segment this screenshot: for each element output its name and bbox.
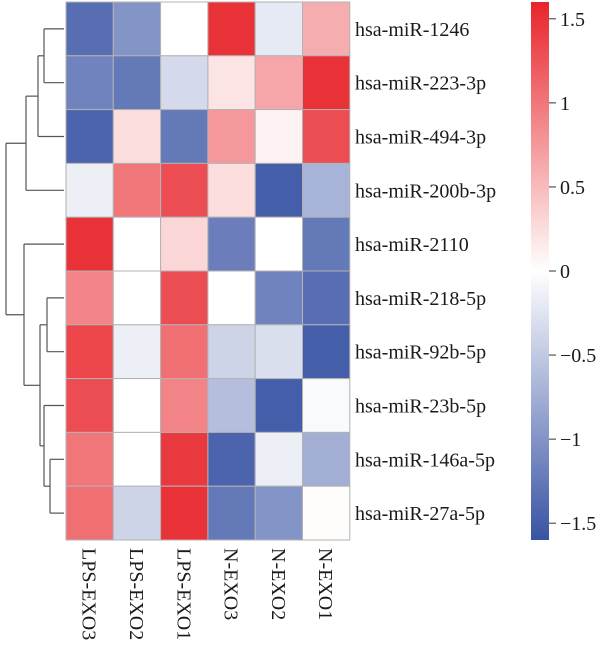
column-label: N-EXO1 <box>314 548 336 620</box>
row-label: hsa-miR-92b-5p <box>355 342 486 364</box>
colorbar-tick-label: −1.5 <box>560 513 596 535</box>
colorbar-tick-label: −1 <box>560 429 581 451</box>
colorbar-tick-label: −0.5 <box>560 345 596 367</box>
heatmap-cell <box>65 270 114 326</box>
heatmap-cell <box>160 485 209 541</box>
heatmap-cell <box>302 378 351 433</box>
heatmap-cell <box>254 162 303 218</box>
row-label: hsa-miR-146a-5p <box>355 449 495 471</box>
heatmap-cell <box>112 324 162 380</box>
row-label: hsa-miR-223-3p <box>355 73 486 95</box>
heatmap-cell <box>254 216 303 272</box>
heatmap-cell <box>302 485 351 541</box>
heatmap-cell <box>160 216 209 272</box>
row-label: hsa-miR-23b-5p <box>355 396 486 418</box>
heatmap-cell <box>112 431 162 487</box>
heatmap-cell <box>302 216 351 272</box>
heatmap-cell <box>207 324 256 380</box>
heatmap-cell <box>207 378 256 433</box>
heatmap-cell <box>302 162 351 218</box>
heatmap-cell <box>302 55 351 111</box>
row-label: hsa-miR-27a-5p <box>355 503 485 525</box>
heatmap-cell <box>207 216 256 272</box>
heatmap-cell <box>254 431 303 487</box>
heatmap-cell <box>112 1 162 57</box>
heatmap-cell <box>65 485 114 541</box>
heatmap-cell <box>207 55 256 111</box>
heatmap-cell <box>112 270 162 326</box>
heatmap-cell <box>254 270 303 326</box>
heatmap-cell <box>65 324 114 380</box>
row-label: hsa-miR-1246 <box>355 19 469 41</box>
heatmap-cell <box>65 431 114 487</box>
heatmap-cell <box>254 485 303 541</box>
heatmap-cell <box>160 109 209 164</box>
heatmap-cells <box>65 1 351 541</box>
heatmap-cell <box>160 378 209 433</box>
heatmap-cell <box>302 1 351 57</box>
column-label: LPS-EXO3 <box>78 548 100 640</box>
colorbar-tick-label: 0.5 <box>560 177 585 199</box>
row-label: hsa-miR-494-3p <box>355 127 486 149</box>
heatmap-cell <box>160 270 209 326</box>
heatmap-cell <box>207 270 256 326</box>
heatmap-cell <box>65 55 114 111</box>
heatmap-cell <box>65 216 114 272</box>
heatmap-cell <box>207 162 256 218</box>
heatmap-cell <box>112 55 162 111</box>
heatmap-cell <box>207 109 256 164</box>
heatmap-cell <box>207 431 256 487</box>
heatmap-cell <box>160 431 209 487</box>
column-label: LPS-EXO1 <box>172 548 194 640</box>
heatmap-cell <box>254 378 303 433</box>
row-label: hsa-miR-2110 <box>355 234 469 256</box>
column-label: N-EXO3 <box>220 548 242 620</box>
colorbar-tick-label: 0 <box>560 261 570 283</box>
heatmap-cell <box>254 109 303 164</box>
row-dendrogram <box>5 28 64 514</box>
column-labels: LPS-EXO3 LPS-EXO2 LPS-EXO1 N-EXO3 N-EXO2 N-EX… <box>78 548 336 640</box>
heatmap-cell <box>160 55 209 111</box>
heatmap-cell <box>254 55 303 111</box>
row-labels: hsa-miR-1246 hsa-miR-223-3p hsa-miR-494-3p… <box>355 19 496 525</box>
colorbar-tick-label: 1.5 <box>560 9 585 31</box>
heatmap-cell <box>112 109 162 164</box>
heatmap-cell <box>65 109 114 164</box>
column-label: N-EXO2 <box>267 548 289 620</box>
heatmap-cell <box>65 1 114 57</box>
row-label: hsa-miR-218-5p <box>355 288 486 310</box>
heatmap-cell <box>302 270 351 326</box>
heatmap-cell <box>65 162 114 218</box>
heatmap-cell <box>207 1 256 57</box>
heatmap-cell <box>112 378 162 433</box>
heatmap-cell <box>254 1 303 57</box>
heatmap-cell <box>112 485 162 541</box>
colorbar-tick-label: 1 <box>560 93 570 115</box>
colorbar: 1.5 1 0.5 0 −0.5 −1 −1.5 <box>531 2 596 540</box>
heatmap-cell <box>207 485 256 541</box>
heatmap-cell <box>160 162 209 218</box>
row-label: hsa-miR-200b-3p <box>355 180 496 202</box>
heatmap-cell <box>254 324 303 380</box>
heatmap-cell <box>112 162 162 218</box>
heatmap-cell <box>112 216 162 272</box>
heatmap-cell <box>65 378 114 433</box>
heatmap-cell <box>302 431 351 487</box>
heatmap-cell <box>160 1 209 57</box>
colorbar-gradient <box>531 2 549 540</box>
heatmap-cell <box>160 324 209 380</box>
heatmap-cell <box>302 109 351 164</box>
column-label: LPS-EXO2 <box>125 548 147 640</box>
heatmap-cell <box>302 324 351 380</box>
